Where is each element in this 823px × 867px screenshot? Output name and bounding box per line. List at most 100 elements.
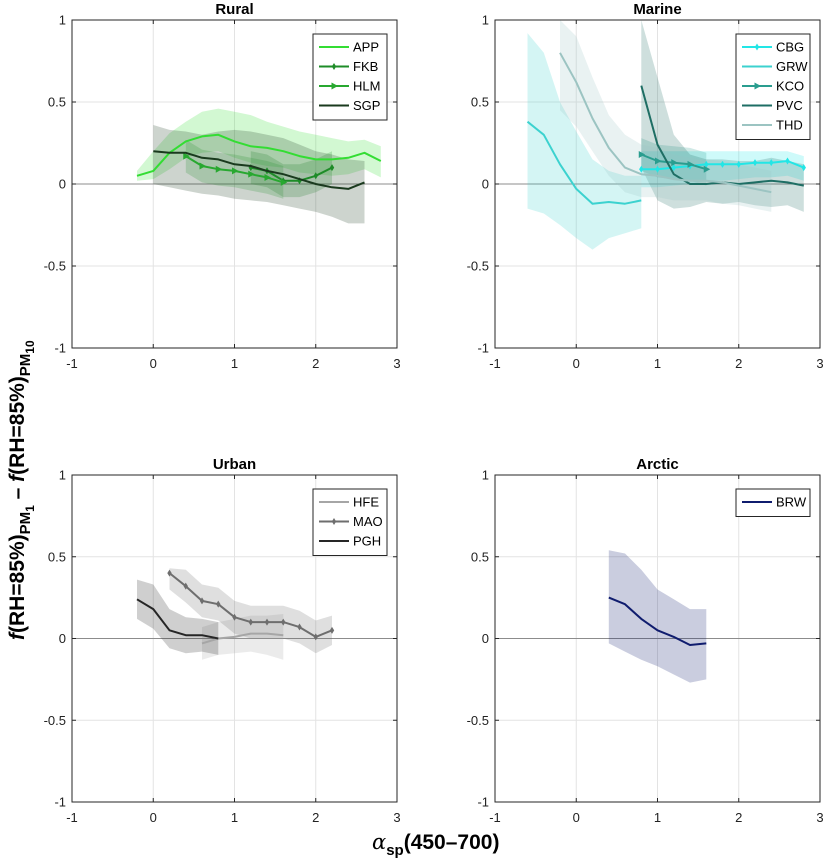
rural-xtick-label-3: 2 — [312, 356, 319, 371]
rural-xtick-label-1: 0 — [150, 356, 157, 371]
rural-ytick-label-3: 0.5 — [48, 95, 66, 110]
urban-ytick-label-3: 0.5 — [48, 549, 66, 564]
arctic-xtick-label-2: 1 — [654, 810, 661, 825]
panel-urban: -1 0 1 2 3 -1 -0.5 0 0.5 1 Urban HFE MAO PGH — [44, 456, 401, 825]
rural-line-app — [136, 133, 382, 177]
urban-point-mao-0 — [167, 569, 172, 577]
arctic-ytick-label-3: 0.5 — [471, 549, 489, 564]
urban-xtick-label-3: 2 — [312, 810, 319, 825]
marine-point-cbg-7 — [752, 159, 758, 167]
rural-band-sgp — [153, 125, 365, 224]
marine-xtick-label-4: 3 — [816, 356, 823, 371]
arctic-ytick-label-1: -0.5 — [467, 713, 489, 728]
marine-legend-marker-cbg — [754, 43, 760, 51]
rural-point-hlm-4 — [248, 170, 255, 178]
marine-band-grw — [527, 33, 642, 250]
urban-legend-label-pgh: PGH — [353, 534, 381, 549]
rural-ytick-label-1: -0.5 — [44, 259, 66, 274]
marine-point-cbg-4 — [704, 160, 709, 168]
rural-band-fkb — [250, 151, 332, 198]
urban-point-mao-3 — [216, 600, 221, 608]
marine-line-grw — [526, 120, 642, 205]
y-label-part2: (RH=85%) — [6, 376, 29, 475]
marine-point-kco-4 — [703, 165, 711, 173]
marine-line-thd — [559, 52, 772, 194]
marine-point-cbg-6 — [736, 160, 741, 168]
arctic-ytick-label-2: 0 — [482, 631, 489, 646]
marine-xtick-label-0: -1 — [489, 356, 501, 371]
urban-xtick-label-0: -1 — [66, 810, 78, 825]
rural-xtick-label-4: 3 — [393, 356, 400, 371]
marine-point-cbg-0 — [639, 165, 644, 173]
marine-point-kco-0 — [638, 150, 646, 158]
marine-legend-label-thd: THD — [776, 118, 803, 133]
rural-band-app — [137, 108, 381, 181]
arctic-title: Arctic — [636, 456, 679, 473]
y-label-minus: – — [6, 481, 29, 506]
urban-band-mao — [169, 568, 332, 654]
rural-ytick-label-2: 0 — [59, 177, 66, 192]
urban-point-mao-8 — [297, 623, 302, 631]
rural-point-hlm-0 — [183, 152, 190, 160]
rural-point-fkb-5 — [329, 164, 335, 172]
rural-point-hlm-1 — [199, 162, 206, 170]
urban-point-mao-1 — [183, 582, 188, 590]
arctic-band-brw — [608, 550, 707, 683]
rural-point-hlm-6 — [280, 178, 288, 186]
urban-xtick-label-1: 0 — [150, 810, 157, 825]
y-label-sub1: PM — [17, 511, 34, 535]
marine-point-cbg-5 — [720, 160, 725, 168]
rural-xtick-label-2: 1 — [231, 356, 238, 371]
rural-legend-label-fkb: FKB — [353, 59, 378, 74]
arctic-ytick-label-0: -1 — [477, 795, 489, 810]
marine-ytick-label-0: -1 — [477, 341, 489, 356]
rural-legend-label-sgp: SGP — [353, 98, 380, 113]
rural-point-hlm-2 — [215, 165, 223, 173]
marine-ytick-label-1: -0.5 — [467, 259, 489, 274]
arctic-xtick-label-1: 0 — [573, 810, 580, 825]
x-axis-label: αsp(450–700) — [372, 830, 499, 859]
urban-point-mao-9 — [313, 633, 318, 641]
urban-point-mao-7 — [281, 618, 286, 626]
panel-arctic: -1 0 1 2 3 -1 -0.5 0 0.5 1 Arctic BRW — [467, 456, 823, 825]
urban-line-pgh — [136, 598, 219, 640]
urban-xtick-label-2: 1 — [231, 810, 238, 825]
marine-legend-marker-kco — [754, 82, 761, 90]
y-label-subsub2: 10 — [23, 340, 37, 354]
arctic-xtick-label-0: -1 — [489, 810, 501, 825]
marine-ytick-label-4: 1 — [482, 13, 489, 28]
rural-legend-marker-hlm — [331, 82, 338, 90]
urban-ytick-label-0: -1 — [54, 795, 66, 810]
rural-legend: APP FKB HLM SGP — [312, 33, 388, 121]
urban-point-mao-2 — [199, 597, 205, 605]
urban-legend-label-mao: MAO — [353, 514, 383, 529]
marine-point-cbg-8 — [769, 159, 774, 167]
marine-point-kco-3 — [687, 160, 694, 168]
y-label-subsub1: 1 — [23, 505, 37, 512]
marine-point-cbg-9 — [785, 157, 790, 165]
x-label-alpha: α — [372, 830, 387, 854]
arctic-line-brw — [608, 596, 707, 646]
urban-legend: HFE MAO PGH — [312, 488, 388, 556]
arctic-xtick-label-3: 2 — [735, 810, 742, 825]
urban-legend-marker-mao — [331, 518, 337, 525]
marine-legend-label-cbg: CBG — [776, 40, 804, 55]
rural-xtick-label-0: -1 — [66, 356, 78, 371]
marine-point-cbg-10 — [801, 164, 806, 172]
rural-ytick-label-0: -1 — [54, 341, 66, 356]
marine-xtick-label-2: 1 — [654, 356, 661, 371]
urban-title: Urban — [213, 456, 256, 473]
urban-point-mao-5 — [248, 618, 253, 626]
y-label-part1: (RH=85%) — [6, 534, 29, 633]
urban-line-hfe — [201, 632, 284, 645]
panel-rural: -1 0 1 2 3 -1 -0.5 0 0.5 1 Rural APP FKB HLM SGP — [44, 1, 401, 371]
marine-point-cbg-2 — [671, 164, 676, 172]
marine-point-kco-1 — [655, 157, 662, 165]
marine-xtick-label-3: 2 — [735, 356, 742, 371]
rural-point-fkb-4 — [313, 172, 318, 180]
y-label-sub2: PM — [17, 353, 34, 377]
x-label-sub: sp — [386, 842, 404, 859]
rural-point-fkb-0 — [248, 164, 253, 172]
urban-ytick-label-2: 0 — [59, 631, 66, 646]
